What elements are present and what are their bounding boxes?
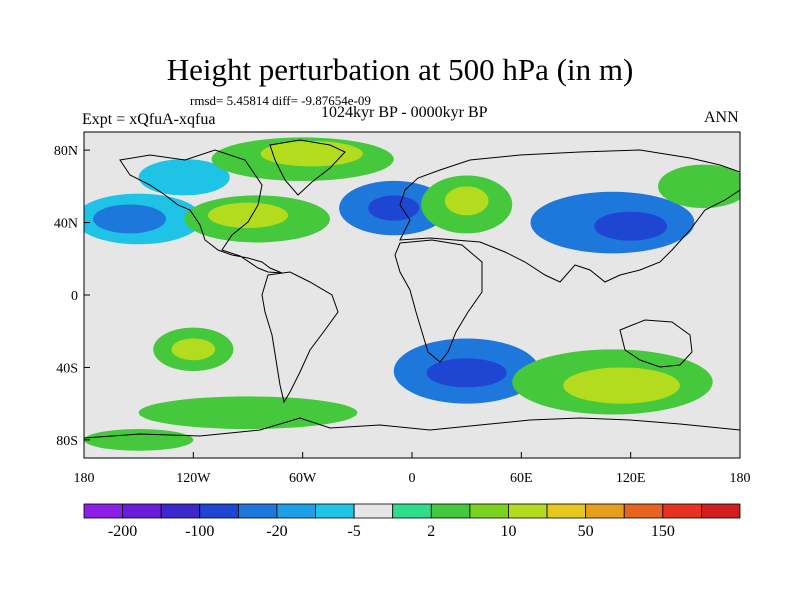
contour-blob-13 — [658, 164, 740, 209]
contour-blob-8 — [368, 195, 420, 221]
colorbar-label: -100 — [185, 523, 214, 540]
y-tick-label: 40N — [54, 217, 78, 232]
colorbar-label: -20 — [266, 523, 287, 540]
y-axis: 80N 40N 0 40S 80S — [54, 144, 90, 449]
colorbar-swatch — [199, 503, 239, 519]
colorbar-swatch — [276, 503, 316, 519]
colorbar-swatch — [508, 503, 548, 519]
colorbar-swatch — [237, 503, 278, 519]
colorbar-swatch — [83, 503, 123, 519]
colorbar-swatch — [353, 503, 394, 519]
x-tick-label: 120E — [616, 471, 646, 486]
coastline-south-america — [261, 271, 339, 404]
colorbar-swatch — [662, 503, 702, 519]
colorbar-label: -5 — [347, 523, 360, 540]
colorbar-swatch — [430, 503, 471, 519]
colorbar-swatch — [546, 503, 587, 519]
contour-blob-21 — [84, 429, 194, 451]
colorbar-swatch — [122, 503, 162, 519]
x-tick-label: 0 — [409, 471, 416, 486]
season-label: ANN — [704, 109, 739, 126]
y-tick-label: 80S — [56, 434, 78, 449]
x-axis: 180 120W 60W 0 60E 120E 180 — [74, 452, 751, 486]
colorbar-labels: -200 -100 -20 -5 2 10 50 150 — [108, 523, 675, 540]
plot-title: Height perturbation at 500 hPa (in m) — [166, 52, 634, 87]
contour-blob-12 — [594, 211, 668, 241]
colorbar-swatch — [623, 503, 664, 519]
contour-blob-2 — [138, 159, 230, 196]
contour-blob-1 — [93, 204, 166, 234]
y-tick-label: 40S — [56, 361, 78, 376]
colorbar-swatch — [315, 503, 355, 519]
y-tick-label: 0 — [71, 289, 78, 304]
stats-label: rmsd= 5.45814 diff= -9.87654e-09 — [190, 93, 371, 108]
coastline-eurasia — [399, 149, 740, 283]
coastline-antarctica — [84, 417, 740, 439]
colorbar-label: 50 — [578, 523, 594, 540]
x-tick-label: 180 — [730, 471, 751, 486]
x-tick-label: 120W — [176, 471, 211, 486]
colorbar-swatch — [160, 503, 201, 519]
contour-blob-6 — [207, 202, 289, 228]
colorbar-label: 10 — [500, 523, 516, 540]
contour-blob-15 — [171, 338, 216, 361]
x-tick-label: 60W — [289, 471, 317, 486]
contour-fills — [84, 137, 740, 451]
colorbar-label: 2 — [427, 523, 435, 540]
experiment-label: Expt = xQfuA-xqfua — [82, 111, 216, 128]
coastline-greenland — [269, 139, 346, 196]
colorbar-swatch — [585, 503, 625, 519]
coastline-africa — [394, 239, 483, 363]
map-area — [83, 131, 741, 459]
colorbar-swatch — [701, 503, 741, 519]
colorbar-swatch — [392, 503, 432, 519]
y-tick-label: 80N — [54, 144, 78, 159]
contour-blob-20 — [138, 396, 358, 430]
x-tick-label: 180 — [74, 471, 95, 486]
contour-blob-19 — [563, 367, 680, 404]
contour-blob-17 — [426, 358, 507, 388]
colorbar — [83, 503, 741, 519]
coastline-australia — [619, 319, 693, 368]
colorbar-label: -200 — [108, 523, 137, 540]
x-tick-label: 60E — [510, 471, 533, 486]
period-label: 1024kyr BP - 0000kyr BP — [321, 104, 488, 121]
coastlines — [84, 139, 740, 439]
colorbar-label: 150 — [651, 523, 675, 540]
colorbar-swatch — [469, 503, 509, 519]
contour-blob-10 — [444, 186, 489, 216]
